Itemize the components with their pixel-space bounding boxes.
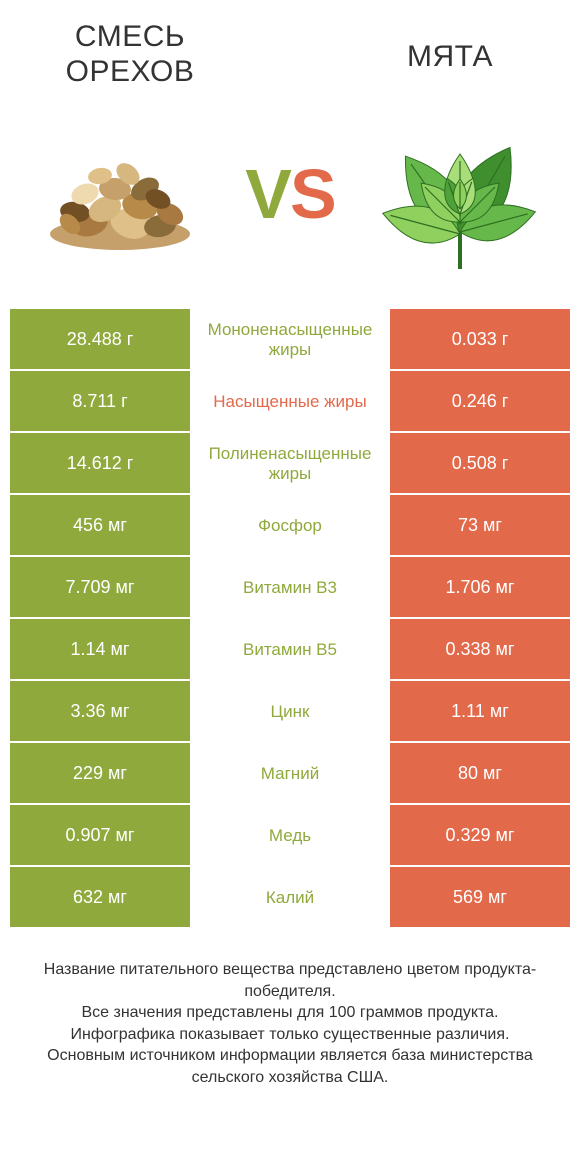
right-value: 1.706 мг (390, 557, 570, 619)
nuts-image (30, 104, 210, 284)
table-row: 3.36 мгЦинк1.11 мг (10, 681, 570, 743)
table-row: 28.488 гМононенасыщенные жиры0.033 г (10, 309, 570, 371)
nutrient-name: Полиненасыщенные жиры (190, 433, 390, 495)
footer-line: Основным источником информации является … (20, 1045, 560, 1088)
right-product-title: МЯТА (350, 20, 550, 75)
nuts-icon (30, 124, 210, 264)
vs-s: S (290, 155, 335, 233)
left-product-title: СМЕСЬ ОРЕХОВ (30, 20, 230, 89)
footer-notes: Название питательного вещества представл… (0, 929, 580, 1089)
footer-line: Все значения представлены для 100 граммо… (20, 1002, 560, 1024)
table-row: 229 мгМагний80 мг (10, 743, 570, 805)
nutrient-name: Насыщенные жиры (190, 371, 390, 433)
left-value: 0.907 мг (10, 805, 190, 867)
nutrient-name: Калий (190, 867, 390, 929)
vs-label: VS (245, 154, 334, 234)
footer-line: Инфографика показывает только существенн… (20, 1024, 560, 1046)
left-value: 28.488 г (10, 309, 190, 371)
right-value: 0.338 мг (390, 619, 570, 681)
table-row: 1.14 мгВитамин B50.338 мг (10, 619, 570, 681)
vs-v: V (245, 155, 290, 233)
right-value: 0.246 г (390, 371, 570, 433)
header: СМЕСЬ ОРЕХОВ МЯТА (0, 0, 580, 89)
images-row: VS (0, 89, 580, 309)
footer-line: Название питательного вещества представл… (20, 959, 560, 1002)
left-value: 632 мг (10, 867, 190, 929)
table-row: 8.711 гНасыщенные жиры0.246 г (10, 371, 570, 433)
table-row: 14.612 гПолиненасыщенные жиры0.508 г (10, 433, 570, 495)
table-row: 7.709 мгВитамин B31.706 мг (10, 557, 570, 619)
left-value: 229 мг (10, 743, 190, 805)
left-value: 3.36 мг (10, 681, 190, 743)
nutrient-name: Витамин B5 (190, 619, 390, 681)
right-value: 1.11 мг (390, 681, 570, 743)
table-row: 0.907 мгМедь0.329 мг (10, 805, 570, 867)
right-value: 0.508 г (390, 433, 570, 495)
left-value: 14.612 г (10, 433, 190, 495)
right-value: 569 мг (390, 867, 570, 929)
left-value: 456 мг (10, 495, 190, 557)
right-value: 0.329 мг (390, 805, 570, 867)
right-value: 73 мг (390, 495, 570, 557)
right-value: 80 мг (390, 743, 570, 805)
mint-icon (370, 104, 550, 284)
nutrient-name: Мононенасыщенные жиры (190, 309, 390, 371)
nutrient-name: Фосфор (190, 495, 390, 557)
nutrient-name: Медь (190, 805, 390, 867)
right-value: 0.033 г (390, 309, 570, 371)
table-row: 632 мгКалий569 мг (10, 867, 570, 929)
mint-image (370, 104, 550, 284)
comparison-table: 28.488 гМононенасыщенные жиры0.033 г8.71… (10, 309, 570, 929)
nutrient-name: Цинк (190, 681, 390, 743)
nutrient-name: Витамин B3 (190, 557, 390, 619)
left-value: 1.14 мг (10, 619, 190, 681)
left-value: 8.711 г (10, 371, 190, 433)
left-value: 7.709 мг (10, 557, 190, 619)
nutrient-name: Магний (190, 743, 390, 805)
table-row: 456 мгФосфор73 мг (10, 495, 570, 557)
